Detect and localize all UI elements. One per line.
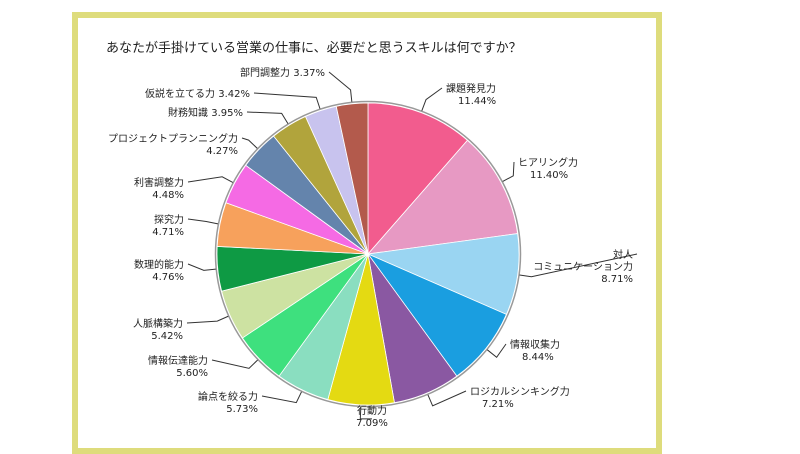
slice-label-15: 部門調整力 3.37% — [240, 66, 325, 79]
slice-label-5: 行動力 7.09% — [356, 404, 388, 429]
slice-label-2: 対人コミュニケーション力 8.71% — [533, 248, 633, 285]
slice-label-7: 情報伝達能力 5.60% — [148, 354, 208, 379]
leader-line-14 — [253, 92, 321, 109]
leader-line-13 — [246, 111, 289, 124]
leader-line-12 — [241, 137, 258, 149]
pie-outline — [214, 100, 522, 408]
pie-slice-0 — [367, 102, 468, 256]
pie-labels: 課題発見力 11.44% ヒアリング力 11.40% 対人コミュニケーション力 8.71%… — [108, 66, 638, 429]
slice-label-11: 利害調整力 4.48% — [134, 176, 184, 201]
slice-label-8: 人脈構築力 5.42% — [133, 317, 183, 342]
pie-chart: あなたが手掛けている営業の仕事に、必要だと思うスキルは何ですか？ 課題発見力 11… — [106, 40, 638, 429]
slice-label-10: 探究力 4.71% — [152, 213, 184, 238]
pie-slices — [214, 100, 522, 408]
slice-label-4: ロジカルシンキング力 7.21% — [470, 385, 570, 410]
leader-line-3 — [486, 343, 507, 359]
leader-line-5 — [359, 406, 372, 420]
slice-label-6: 論点を絞る力 5.73% — [198, 390, 258, 415]
pie-slice-15 — [335, 102, 369, 255]
slice-label-13: 財務知識 3.95% — [168, 106, 243, 119]
leader-line-10 — [187, 218, 219, 225]
pie-slice-1 — [366, 139, 519, 255]
chart-frame: あなたが手掛けている営業の仕事に、必要だと思うスキルは何ですか？ 課題発見力 11… — [72, 12, 662, 454]
slice-label-9: 数理的能力 4.76% — [134, 258, 184, 283]
leader-line-1 — [502, 161, 515, 182]
slice-label-14: 仮説を立てる力 3.42% — [145, 87, 250, 100]
slice-label-3: 情報収集力 8.44% — [510, 338, 560, 363]
pie-slice-2 — [366, 233, 520, 315]
leader-line-15 — [328, 71, 353, 102]
slice-label-12: プロジェクトプランニング力 4.27% — [108, 132, 238, 157]
slice-label-0: 課題発見力 11.44% — [446, 82, 496, 107]
leader-line-4 — [427, 390, 467, 407]
leader-line-11 — [187, 176, 234, 183]
chart-title: あなたが手掛けている営業の仕事に、必要だと思うスキルは何ですか？ — [106, 40, 522, 56]
leader-line-6 — [261, 391, 302, 404]
leader-line-9 — [187, 263, 216, 271]
leader-line-8 — [186, 315, 229, 324]
slice-label-1: ヒアリング力 11.40% — [518, 156, 578, 181]
leader-line-2 — [519, 253, 638, 278]
leader-line-0 — [421, 87, 443, 111]
leader-line-7 — [211, 359, 259, 369]
